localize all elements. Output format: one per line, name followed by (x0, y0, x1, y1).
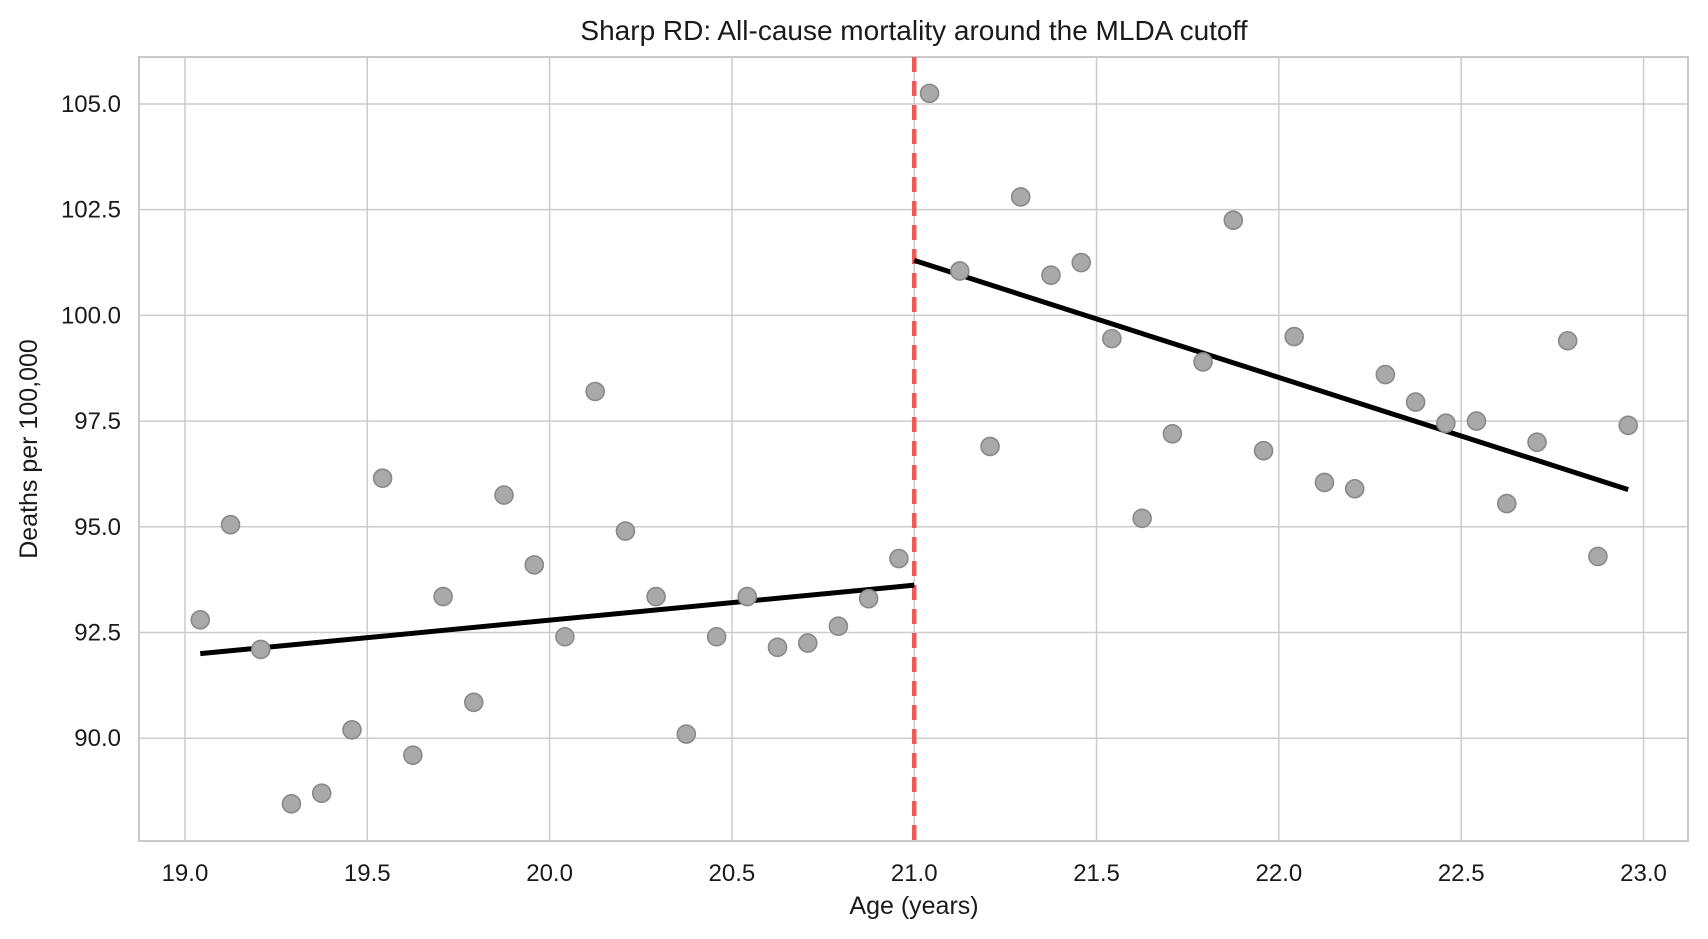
scatter-point (220, 514, 241, 535)
x-tick-label: 22.5 (1438, 860, 1485, 887)
y-tick-label: 100.0 (61, 302, 121, 329)
scatter-point (1527, 432, 1547, 453)
x-tick-label: 23.0 (1620, 860, 1667, 887)
scatter-point (403, 745, 423, 765)
scatter-point (1375, 364, 1396, 385)
scatter-point (494, 485, 514, 505)
x-tick-label: 20.5 (709, 860, 756, 887)
y-tick-label: 90.0 (74, 725, 121, 752)
scatter-point (463, 692, 484, 713)
scatter-point (1557, 330, 1578, 351)
scatter-point (737, 586, 758, 607)
scatter-point (1071, 252, 1092, 273)
right-linear-fit (913, 258, 1629, 492)
scatter-point (311, 783, 332, 804)
x-tick-label: 19.0 (162, 860, 209, 887)
x-tick-label: 19.5 (344, 860, 391, 887)
scatter-point (889, 548, 909, 569)
scatter-point (1436, 413, 1456, 434)
scatter-point (1162, 423, 1183, 444)
scatter-point (433, 586, 453, 607)
scatter-point (767, 637, 788, 658)
x-tick-label: 20.0 (526, 860, 573, 887)
scatter-point (524, 555, 545, 575)
scatter-point (1223, 210, 1244, 231)
scatter-point (1102, 328, 1122, 349)
scatter-point (1132, 508, 1152, 529)
scatter-point (190, 610, 211, 630)
scatter-point (1496, 493, 1517, 514)
scatter-point (1344, 478, 1365, 499)
scatter-point (1314, 472, 1335, 493)
x-axis-label: Age (years) (849, 892, 978, 920)
scatter-point (676, 724, 697, 744)
mark-layer (190, 57, 1638, 841)
scatter-point (828, 616, 849, 636)
y-tick-label: 95.0 (74, 514, 121, 541)
chart-title: Sharp RD: All-cause mortality around the… (580, 15, 1247, 46)
scatter-point (1618, 415, 1638, 436)
tick-layer: 19.0 19.5 20.0 20.5 21.0 21.5 22.0 22.5 23.0 90.0… (61, 91, 1667, 887)
x-tick-label: 21.5 (1073, 860, 1120, 887)
scatter-point (858, 588, 879, 609)
scatter-point (1041, 265, 1061, 286)
scatter-point (585, 381, 605, 402)
scatter-point (919, 83, 940, 104)
scatter-point (950, 261, 970, 281)
scatter-point (1405, 392, 1426, 412)
scatter-point (1284, 326, 1304, 347)
scatter-point (1588, 546, 1608, 567)
scatter-point (342, 719, 362, 740)
scatter-point (555, 626, 575, 647)
scatter-point (646, 586, 666, 607)
scatter-point (1193, 352, 1213, 372)
scatter-point (797, 633, 818, 653)
scatter-point (1253, 440, 1274, 461)
y-tick-label: 92.5 (74, 620, 121, 647)
x-tick-label: 21.0 (891, 860, 938, 887)
scatter-point (980, 436, 1000, 457)
y-tick-label: 105.0 (61, 91, 121, 118)
scatter-point (615, 521, 636, 541)
scatter-point (706, 626, 727, 647)
y-axis-label: Deaths per 100,000 (15, 339, 43, 559)
scatter-point (250, 639, 271, 660)
y-tick-label: 102.5 (61, 197, 121, 224)
x-tick-label: 22.0 (1256, 860, 1303, 887)
y-tick-label: 97.5 (74, 408, 121, 435)
scatter-point (372, 468, 393, 488)
scatter-point (281, 793, 302, 814)
left-linear-fit (200, 582, 915, 657)
scatter-point (1010, 187, 1031, 207)
scatter-point (1466, 411, 1487, 431)
